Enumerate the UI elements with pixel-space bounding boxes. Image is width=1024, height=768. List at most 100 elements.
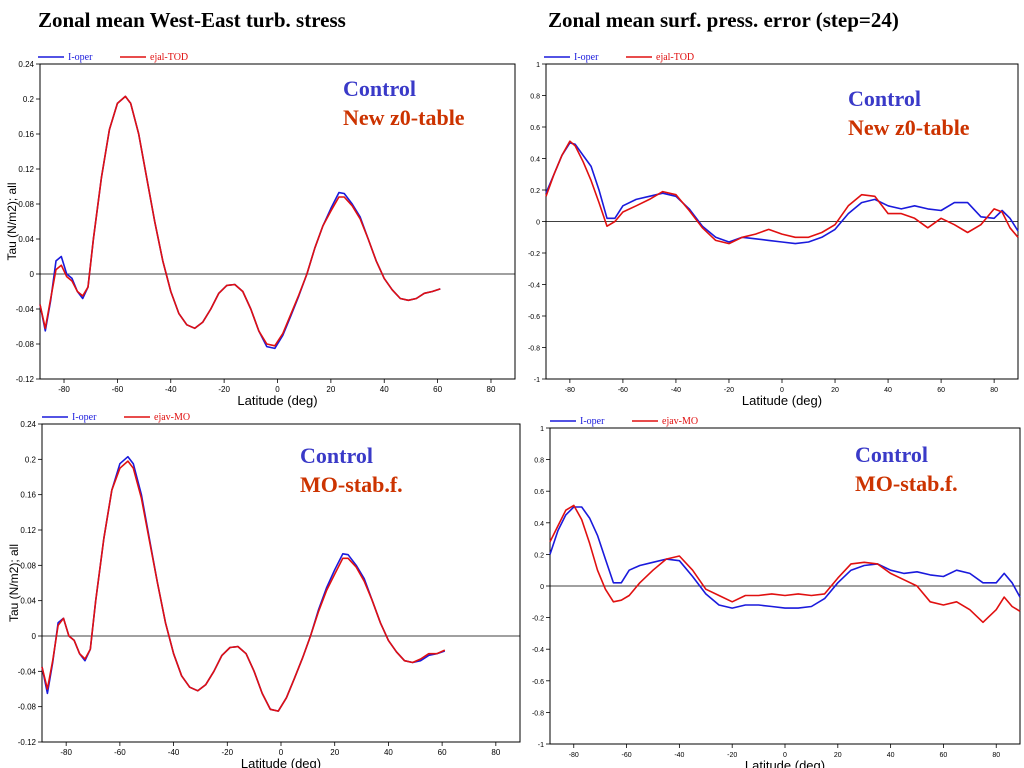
y-tick-label: -1	[534, 377, 540, 384]
annotation-control: Control	[300, 443, 373, 468]
annotation-experiment: New z0-table	[343, 105, 465, 130]
x-tick-label: 40	[887, 752, 895, 759]
x-axis-label: Latitude (deg)	[237, 393, 317, 408]
chart-turb-stress-top: -0.12 -0.08 -0.04 0 0.04 0.08 0.12 0.16 0.2 0.24 -…	[5, 52, 516, 408]
annotation-experiment: New z0-table	[848, 115, 970, 140]
x-tick-label: 60	[937, 387, 945, 394]
y-tick-label: 0.8	[530, 94, 540, 101]
x-tick-label: 0	[275, 385, 280, 394]
y-tick-label: 0.6	[530, 125, 540, 132]
y-tick-label: -0.2	[528, 251, 540, 258]
chart-turb-stress-bottom: -0.12 -0.08 -0.04 0 0.04 0.08 0.12 0.16 0.2 0.24 -…	[7, 412, 521, 768]
right-column-title: Zonal mean surf. press. error (step=24)	[548, 8, 899, 32]
legend-label-ejav-mo: ejav-MO	[154, 412, 190, 423]
y-axis-label: Tau (N/m2); all	[7, 544, 21, 622]
legend-label-i-oper: I-oper	[574, 52, 599, 63]
x-tick-label: -20	[724, 387, 734, 394]
x-tick-label: 60	[940, 752, 948, 759]
chart-panel-surf-press-top: -1 -0.8 -0.6 -0.4 -0.2 0 0.2 0.4 0.6 0.8 1 -80 -60 -4…	[518, 44, 1024, 410]
y-tick-label: -0.6	[528, 314, 540, 321]
series-line-i-oper	[549, 506, 1021, 609]
legend-label-i-oper: I-oper	[72, 412, 97, 423]
legend-label-ejal-tod: ejal-TOD	[150, 52, 188, 63]
y-tick-label: 0.16	[18, 130, 34, 139]
chart-panel-turb-stress-top: -0.12 -0.08 -0.04 0 0.04 0.08 0.12 0.16 0.2 0.24 -…	[0, 44, 518, 410]
y-tick-label: -0.4	[528, 283, 540, 290]
x-tick-label: 40	[884, 387, 892, 394]
plot-frame	[41, 423, 521, 743]
y-tick-label: -1	[538, 742, 544, 749]
x-tick-label: -60	[618, 387, 628, 394]
y-tick-label: -0.2	[532, 616, 544, 623]
y-tick-label: 1	[536, 62, 540, 69]
x-tick-label: -60	[114, 748, 126, 757]
x-tick-label: 20	[330, 748, 339, 757]
legend-label-i-oper: I-oper	[68, 52, 93, 63]
x-tick-label: 60	[433, 385, 442, 394]
x-tick-label: 0	[780, 387, 784, 394]
x-tick-label: -20	[222, 748, 234, 757]
x-tick-label: 40	[384, 748, 393, 757]
series-line-i-oper	[39, 95, 441, 350]
x-tick-label: -80	[60, 748, 72, 757]
x-tick-label: -40	[165, 385, 177, 394]
x-tick-label: -60	[622, 752, 632, 759]
x-tick-label: 80	[990, 387, 998, 394]
y-tick-label: 0.8	[534, 458, 544, 465]
x-tick-label: 0	[279, 748, 284, 757]
legend-label-i-oper: I-oper	[580, 416, 605, 427]
x-tick-label: 80	[992, 752, 1000, 759]
y-tick-label: 0.4	[530, 157, 540, 164]
chart-surf-press-top: -1 -0.8 -0.6 -0.4 -0.2 0 0.2 0.4 0.6 0.8 1 -80 -60 -4…	[528, 52, 1019, 408]
annotation-experiment: MO-stab.f.	[855, 471, 958, 496]
left-column-title: Zonal mean West-East turb. stress	[38, 8, 346, 32]
x-tick-label: 40	[380, 385, 389, 394]
y-tick-label: 0.04	[20, 597, 36, 606]
y-tick-label: -0.04	[16, 305, 35, 314]
x-axis-label: Latitude (deg)	[241, 756, 321, 768]
y-tick-label: -0.08	[16, 340, 35, 349]
y-tick-label: 0	[32, 632, 37, 641]
series-line-i-oper	[545, 142, 1019, 245]
x-tick-label: 20	[831, 387, 839, 394]
y-tick-label: 0.08	[20, 561, 36, 570]
annotation-control: Control	[855, 442, 928, 467]
x-axis-label: Latitude (deg)	[742, 393, 822, 408]
series-line-ejal-tod	[545, 140, 1019, 245]
x-tick-label: -20	[218, 385, 230, 394]
x-tick-label: 80	[487, 385, 496, 394]
x-tick-label: 20	[834, 752, 842, 759]
y-tick-label: -0.04	[18, 667, 37, 676]
y-tick-label: -0.12	[18, 738, 37, 747]
y-tick-label: -0.6	[532, 679, 544, 686]
x-axis-label: Latitude (deg)	[745, 758, 825, 768]
x-tick-label: -40	[671, 387, 681, 394]
x-tick-label: -80	[565, 387, 575, 394]
chart-panel-surf-press-bottom: -1 -0.8 -0.6 -0.4 -0.2 0 0.2 0.4 0.6 0.8 1 -80 -60 -4…	[522, 410, 1024, 768]
y-tick-label: 0.24	[20, 420, 36, 429]
x-tick-label: -40	[168, 748, 180, 757]
y-axis-label: Tau (N/m2); all	[5, 182, 19, 260]
y-tick-label: -0.8	[528, 346, 540, 353]
x-tick-label: 20	[326, 385, 335, 394]
chart-panel-turb-stress-bottom: -0.12 -0.08 -0.04 0 0.04 0.08 0.12 0.16 0.2 0.24 -…	[0, 406, 522, 768]
y-tick-label: 0	[540, 584, 544, 591]
y-tick-label: -0.4	[532, 647, 544, 654]
y-tick-label: 0.4	[534, 521, 544, 528]
y-tick-label: 0.2	[530, 188, 540, 195]
y-tick-label: -0.8	[532, 710, 544, 717]
series-line-ejav-mo	[41, 460, 446, 712]
y-tick-label: 0.04	[18, 235, 34, 244]
y-tick-label: 0.12	[18, 165, 34, 174]
y-tick-label: 0.24	[18, 60, 34, 69]
legend-label-ejal-tod: ejal-TOD	[656, 52, 694, 63]
y-tick-label: 0.6	[534, 489, 544, 496]
chart-surf-press-bottom: -1 -0.8 -0.6 -0.4 -0.2 0 0.2 0.4 0.6 0.8 1 -80 -60 -4…	[532, 416, 1021, 768]
y-tick-label: 0	[30, 270, 35, 279]
y-tick-label: 0	[536, 220, 540, 227]
series-line-ejav-mo	[549, 504, 1021, 624]
x-tick-label: -20	[727, 752, 737, 759]
x-tick-label: 60	[438, 748, 447, 757]
annotation-control: Control	[343, 76, 416, 101]
x-tick-label: 0	[783, 752, 787, 759]
